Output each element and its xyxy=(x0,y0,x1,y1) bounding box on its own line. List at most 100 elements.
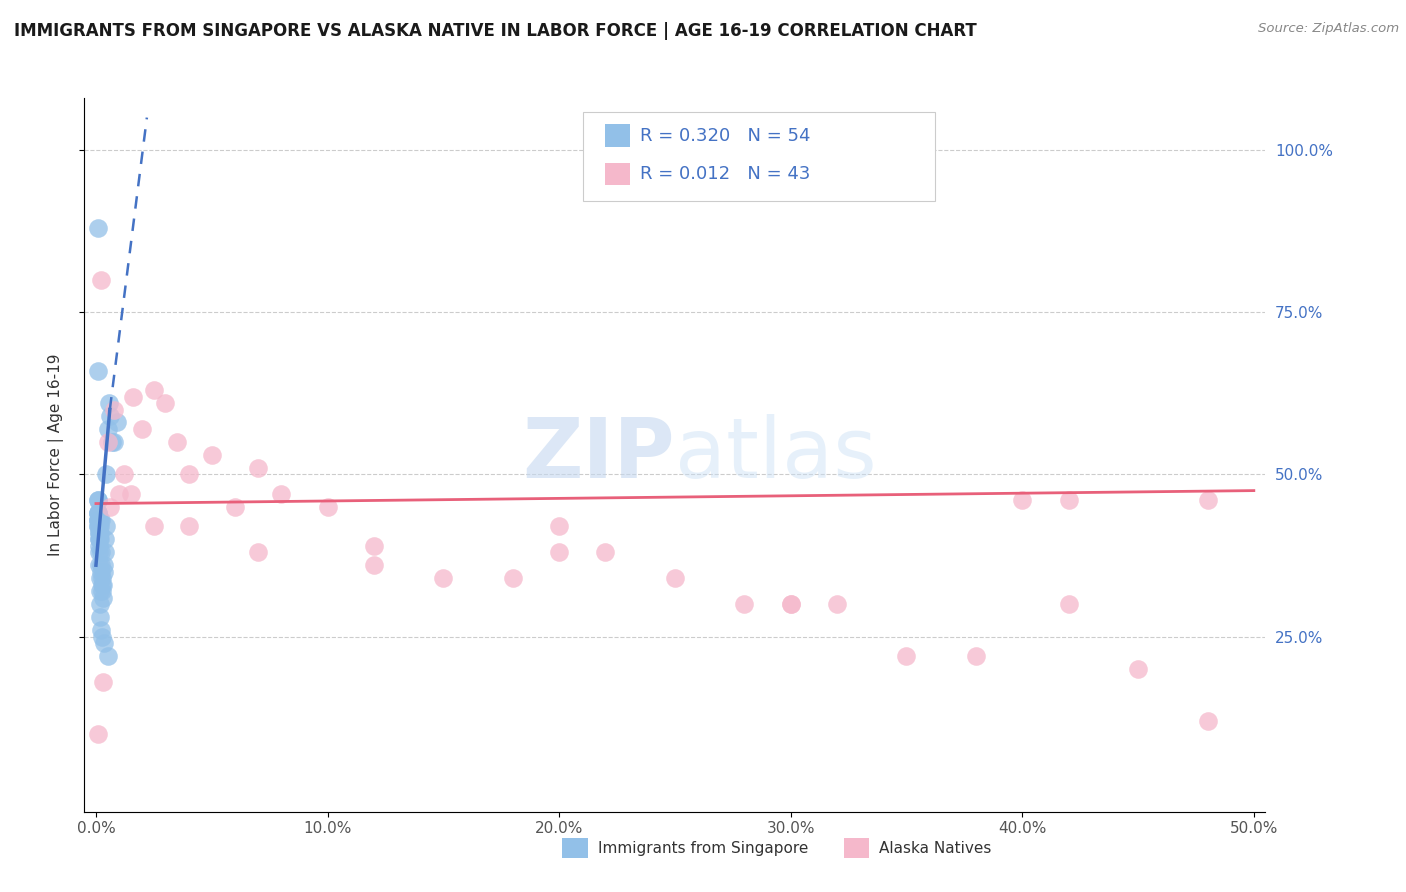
Point xyxy=(90,513,112,527)
Text: Source: ZipAtlas.com: Source: ZipAtlas.com xyxy=(1258,22,1399,36)
Point xyxy=(595,545,617,559)
Point xyxy=(247,461,270,475)
Point xyxy=(89,610,111,624)
Point xyxy=(98,500,121,514)
Point xyxy=(548,545,571,559)
Text: Immigrants from Singapore: Immigrants from Singapore xyxy=(598,841,808,855)
Point xyxy=(1057,597,1080,611)
Point xyxy=(87,493,110,508)
Point xyxy=(89,519,111,533)
Point xyxy=(664,571,686,585)
Text: Alaska Natives: Alaska Natives xyxy=(879,841,991,855)
Point xyxy=(122,390,145,404)
Point xyxy=(89,539,111,553)
Text: R = 0.012   N = 43: R = 0.012 N = 43 xyxy=(640,165,810,183)
Point xyxy=(224,500,246,514)
Point xyxy=(363,539,385,553)
Point xyxy=(896,648,918,663)
Point xyxy=(825,597,848,611)
Point xyxy=(96,467,118,482)
Point xyxy=(93,636,115,650)
Point xyxy=(1057,493,1080,508)
Point xyxy=(779,597,801,611)
Point xyxy=(1197,714,1219,728)
Point xyxy=(87,525,110,540)
Point xyxy=(91,675,114,690)
Point xyxy=(91,591,114,605)
Point xyxy=(89,533,111,547)
Point xyxy=(90,571,112,585)
Point xyxy=(131,422,153,436)
Point xyxy=(89,571,111,585)
Point xyxy=(965,648,987,663)
Point xyxy=(90,558,112,573)
Point xyxy=(108,487,131,501)
Point xyxy=(94,519,117,533)
Text: IMMIGRANTS FROM SINGAPORE VS ALASKA NATIVE IN LABOR FORCE | AGE 16-19 CORRELATIO: IMMIGRANTS FROM SINGAPORE VS ALASKA NATI… xyxy=(14,22,977,40)
Point xyxy=(96,422,118,436)
Point xyxy=(91,630,114,644)
Point xyxy=(120,487,142,501)
Point xyxy=(87,506,110,520)
Point xyxy=(89,533,111,547)
Point xyxy=(96,434,118,449)
Point xyxy=(87,513,110,527)
Point xyxy=(87,363,110,377)
Point xyxy=(91,584,114,599)
Point xyxy=(502,571,524,585)
Point xyxy=(142,383,165,397)
Point xyxy=(89,584,111,599)
Point xyxy=(270,487,292,501)
Point xyxy=(733,597,755,611)
Point xyxy=(90,623,112,637)
Point xyxy=(94,533,117,547)
Point xyxy=(87,519,110,533)
Point xyxy=(1011,493,1033,508)
Point xyxy=(87,533,110,547)
Point xyxy=(93,577,115,591)
Point xyxy=(90,565,112,579)
Point xyxy=(89,525,111,540)
Point xyxy=(177,467,200,482)
Point xyxy=(87,525,110,540)
Point xyxy=(87,727,110,741)
Point xyxy=(201,448,224,462)
Text: R = 0.320   N = 54: R = 0.320 N = 54 xyxy=(640,127,810,145)
Text: atlas: atlas xyxy=(675,415,876,495)
Point xyxy=(87,506,110,520)
Point xyxy=(90,545,112,559)
Point xyxy=(316,500,339,514)
Point xyxy=(548,519,571,533)
Point xyxy=(87,220,110,235)
Point xyxy=(89,513,111,527)
Point xyxy=(1197,493,1219,508)
Point xyxy=(105,416,128,430)
Point xyxy=(363,558,385,573)
Point xyxy=(166,434,188,449)
Point xyxy=(87,513,110,527)
Point xyxy=(93,545,115,559)
Point xyxy=(779,597,801,611)
Point xyxy=(91,577,114,591)
Point xyxy=(177,519,200,533)
Point xyxy=(87,506,110,520)
Point xyxy=(432,571,454,585)
Point xyxy=(97,396,120,410)
Point xyxy=(89,597,111,611)
Point xyxy=(101,434,124,449)
Point xyxy=(89,519,111,533)
Point xyxy=(90,273,112,287)
Point xyxy=(87,519,110,533)
Point xyxy=(103,434,125,449)
Point xyxy=(87,513,110,527)
Point xyxy=(112,467,135,482)
Point xyxy=(1126,662,1149,676)
Point xyxy=(89,558,111,573)
Point xyxy=(87,493,110,508)
Point xyxy=(96,648,118,663)
Point xyxy=(98,409,121,423)
Point xyxy=(142,519,165,533)
Point xyxy=(103,402,125,417)
Point xyxy=(87,513,110,527)
Text: ZIP: ZIP xyxy=(523,415,675,495)
